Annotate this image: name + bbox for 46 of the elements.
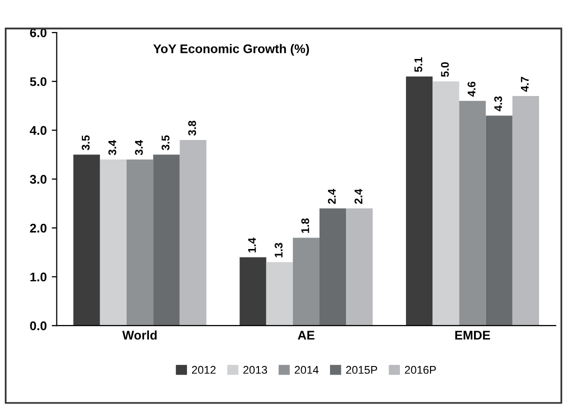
bar <box>512 96 540 326</box>
text: 5.0 <box>30 77 46 86</box>
data-label: 4.3 <box>494 96 502 112</box>
text: 6.0 <box>30 28 46 38</box>
bar <box>126 160 154 326</box>
bar <box>100 160 127 326</box>
bar <box>486 116 512 326</box>
text: 0.0 <box>30 321 46 330</box>
bar <box>180 140 206 326</box>
bar <box>153 154 180 326</box>
data-label: 3.5 <box>82 135 90 150</box>
legend-label: 2015P <box>346 366 378 374</box>
text: 1.0 <box>30 272 46 282</box>
bar <box>292 238 320 326</box>
data-label: 3.8 <box>188 120 196 136</box>
data-label: 5.0 <box>441 62 449 77</box>
data-label: 4.6 <box>468 82 476 97</box>
bar <box>346 208 373 326</box>
x-tick-label: EMDE <box>455 330 490 340</box>
data-label: 1.4 <box>248 238 256 252</box>
bar <box>240 257 266 326</box>
text: YoY Economic Growth (%) <box>153 44 309 56</box>
data-label: 3.5 <box>162 135 170 150</box>
data-label: 5.1 <box>414 57 422 72</box>
bar <box>266 262 293 326</box>
legend-label: 2014 <box>294 366 319 374</box>
data-label: 4.7 <box>520 76 529 92</box>
data-label: 3.4 <box>134 140 143 156</box>
x-tick-label: World <box>122 330 157 340</box>
data-label: 1.3 <box>274 242 283 258</box>
bar <box>406 76 433 326</box>
bar <box>459 100 486 326</box>
legend-label: 2016P <box>404 366 436 374</box>
legend-label: 2012 <box>192 366 216 374</box>
text: 2.0 <box>30 224 46 233</box>
bar <box>319 208 346 326</box>
text: 3.0 <box>30 174 46 184</box>
data-label: 2.4 <box>328 188 336 204</box>
bar <box>73 154 100 326</box>
data-label: 1.8 <box>301 218 310 233</box>
x-tick-label: AE <box>298 330 314 340</box>
legend-label: 2013 <box>243 366 268 374</box>
data-label: 2.4 <box>354 188 362 204</box>
data-label: 3.4 <box>108 140 116 156</box>
text: 4.0 <box>30 126 46 135</box>
bar <box>432 81 460 326</box>
